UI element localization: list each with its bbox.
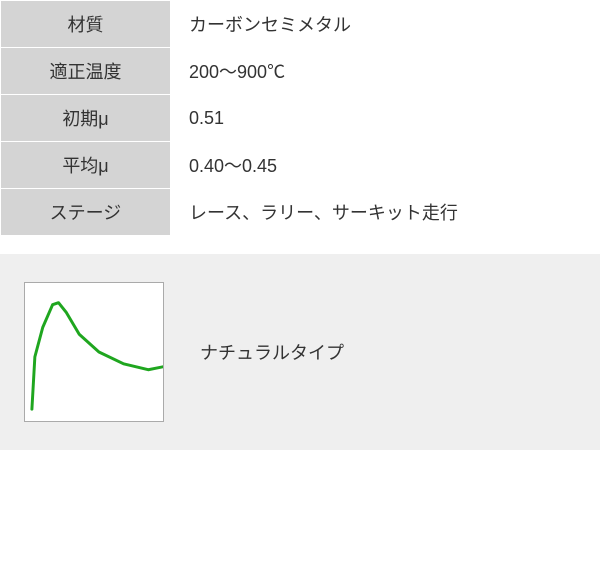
table-row: 材質 カーボンセミメタル: [1, 1, 600, 48]
chart-box: [24, 282, 164, 422]
table-row: ステージ レース、ラリー、サーキット走行: [1, 189, 600, 236]
table-row: 初期μ 0.51: [1, 95, 600, 142]
spec-label: 材質: [1, 1, 171, 48]
spec-value: レース、ラリー、サーキット走行: [171, 189, 600, 236]
chart-section: ナチュラルタイプ: [0, 254, 600, 450]
table-row: 適正温度 200～900℃: [1, 48, 600, 95]
spec-value: 0.40～0.45: [171, 142, 600, 189]
table-row: 平均μ 0.40～0.45: [1, 142, 600, 189]
spec-table: 材質 カーボンセミメタル 適正温度 200～900℃ 初期μ 0.51 平均μ …: [0, 0, 600, 236]
spec-label: 適正温度: [1, 48, 171, 95]
spec-table-body: 材質 カーボンセミメタル 適正温度 200～900℃ 初期μ 0.51 平均μ …: [1, 1, 600, 236]
spec-value: 200～900℃: [171, 48, 600, 95]
spec-value: 0.51: [171, 95, 600, 142]
spec-label: ステージ: [1, 189, 171, 236]
line-chart-icon: [25, 283, 163, 421]
chart-label: ナチュラルタイプ: [200, 339, 344, 365]
spec-label: 初期μ: [1, 95, 171, 142]
spec-value: カーボンセミメタル: [171, 1, 600, 48]
spec-label: 平均μ: [1, 142, 171, 189]
